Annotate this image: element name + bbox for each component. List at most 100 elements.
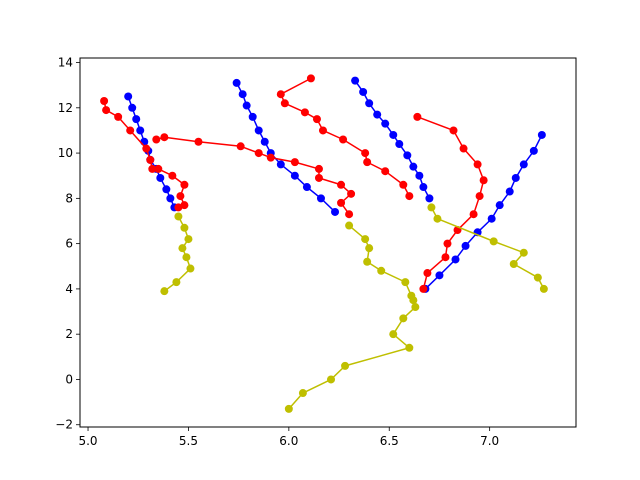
data-point-7-8 [443, 239, 452, 248]
data-point-6-4 [312, 115, 321, 124]
data-point-8-3 [182, 253, 191, 262]
data-point-3-10 [529, 146, 538, 155]
x-tick-label: 6.0 [279, 434, 298, 448]
series-10 [427, 203, 548, 293]
series-8 [160, 212, 195, 296]
data-point-2-5 [389, 130, 398, 139]
data-point-7-0 [413, 112, 422, 121]
data-point-0-0 [124, 92, 133, 101]
data-point-1-8 [290, 171, 299, 180]
data-point-2-8 [409, 162, 418, 171]
y-tick-label: 12 [58, 101, 73, 115]
data-point-1-5 [260, 137, 269, 146]
data-point-3-5 [487, 214, 496, 223]
data-point-1-7 [276, 160, 285, 169]
data-point-9-14 [361, 235, 370, 244]
data-point-9-9 [407, 291, 416, 300]
data-point-0-10 [166, 194, 175, 203]
data-point-1-2 [242, 101, 251, 110]
y-tick-label: 8 [65, 191, 73, 205]
data-point-1-4 [254, 126, 263, 135]
data-point-9-1 [298, 389, 307, 398]
data-point-7-11 [419, 284, 428, 293]
data-point-2-3 [373, 110, 382, 119]
data-point-1-11 [331, 207, 340, 216]
data-point-9-5 [389, 330, 398, 339]
data-point-8-2 [186, 264, 195, 273]
series-2 [351, 76, 434, 203]
data-point-0-3 [136, 126, 145, 135]
data-point-0-1 [128, 103, 137, 112]
data-point-8-1 [172, 278, 181, 287]
data-point-2-9 [415, 171, 424, 180]
data-point-1-9 [302, 183, 311, 192]
data-point-1-10 [316, 194, 325, 203]
y-tick-label: 10 [58, 146, 73, 160]
data-point-4-7 [154, 164, 163, 173]
y-tick-label: 4 [65, 282, 73, 296]
data-point-4-4 [142, 144, 151, 153]
data-point-8-6 [180, 223, 189, 232]
series-9 [284, 221, 420, 413]
data-point-5-7 [314, 164, 323, 173]
data-point-10-3 [519, 248, 528, 257]
data-point-3-3 [461, 241, 470, 250]
data-point-4-3 [126, 126, 135, 135]
data-point-6-8 [363, 158, 372, 167]
data-point-5-12 [345, 210, 354, 219]
data-point-9-15 [345, 221, 354, 230]
series-4 [100, 97, 189, 212]
data-point-5-3 [236, 142, 245, 151]
data-point-1-3 [248, 112, 257, 121]
data-point-5-0 [152, 135, 161, 144]
data-point-9-10 [401, 278, 410, 287]
data-point-9-11 [377, 266, 386, 275]
data-point-9-2 [327, 375, 336, 384]
data-point-6-1 [276, 90, 285, 99]
x-axis: 5.0 5.5 6.0 6.5 7.0 [78, 427, 499, 448]
data-point-3-1 [435, 271, 444, 280]
data-point-2-10 [419, 183, 428, 192]
data-point-5-4 [254, 149, 263, 158]
axes-frame [79, 57, 577, 428]
data-point-10-2 [489, 237, 498, 246]
data-point-3-2 [451, 255, 460, 264]
y-axis: −2 0 2 4 6 8 10 12 14 [55, 56, 80, 432]
y-tick-label: 6 [65, 237, 73, 251]
x-tick-label: 7.0 [480, 434, 499, 448]
data-point-3-11 [537, 130, 546, 139]
data-point-5-11 [337, 198, 346, 207]
data-point-9-0 [284, 404, 293, 413]
data-point-8-0 [160, 287, 169, 296]
data-point-6-2 [280, 99, 289, 108]
data-point-6-5 [318, 126, 327, 135]
data-point-6-9 [381, 167, 390, 176]
data-point-5-2 [194, 137, 203, 146]
data-point-3-7 [505, 187, 514, 196]
data-point-4-1 [102, 106, 111, 115]
data-point-6-10 [399, 180, 408, 189]
data-point-9-6 [399, 314, 408, 323]
data-point-4-2 [114, 112, 123, 121]
data-point-7-10 [423, 269, 432, 278]
y-tick-label: 0 [65, 372, 73, 386]
data-point-10-0 [427, 203, 436, 212]
data-point-7-3 [473, 160, 482, 169]
data-point-9-13 [365, 244, 374, 253]
data-point-10-5 [533, 273, 542, 282]
data-point-8-4 [178, 244, 187, 253]
data-point-6-11 [405, 192, 414, 201]
data-point-4-11 [180, 201, 189, 210]
data-point-3-8 [511, 173, 520, 182]
data-point-5-1 [160, 133, 169, 142]
y-tick-label: 2 [65, 327, 73, 341]
data-point-6-7 [361, 149, 370, 158]
data-point-4-10 [176, 192, 185, 201]
data-point-7-5 [475, 192, 484, 201]
data-point-9-12 [363, 257, 372, 266]
data-point-5-9 [337, 180, 346, 189]
data-point-2-6 [395, 140, 404, 149]
series-6 [276, 74, 414, 201]
